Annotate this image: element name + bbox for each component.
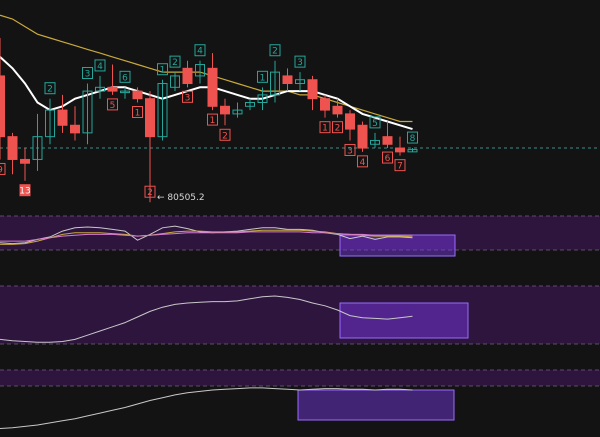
candle-body	[383, 137, 392, 145]
count-label: 5	[372, 119, 378, 129]
oscillator-1-highlight	[340, 235, 455, 256]
candle-body	[21, 159, 30, 163]
candle-body	[321, 99, 330, 110]
min-price-label: ← 80505.2	[157, 193, 205, 203]
candle-body	[346, 114, 355, 129]
oscillator-2-highlight	[340, 303, 468, 338]
candle-body	[221, 106, 230, 114]
oscillator-bands	[0, 216, 600, 386]
count-label: 3	[185, 93, 191, 103]
count-label: 8	[410, 134, 416, 144]
count-label: 1	[260, 73, 266, 83]
count-label: 1	[210, 116, 216, 126]
count-label: 4	[197, 47, 203, 57]
candle-body	[108, 87, 117, 91]
count-label: 3	[85, 70, 91, 80]
count-label: 1	[160, 66, 166, 76]
count-label: 13	[19, 187, 30, 197]
count-label: 1	[135, 109, 141, 119]
count-label: 4	[97, 62, 103, 72]
count-label: 9	[0, 165, 3, 175]
count-label: 5	[110, 101, 116, 111]
count-label: 2	[47, 85, 53, 95]
count-label: 7	[397, 162, 403, 172]
candle-body	[8, 137, 17, 160]
candle-body	[396, 148, 405, 152]
price-labels: ← 80505.2	[150, 182, 205, 203]
candle-body	[71, 125, 80, 133]
count-label: 3	[297, 58, 303, 68]
candle-body	[208, 68, 217, 106]
count-label: 2	[272, 47, 278, 57]
candle-body	[58, 110, 67, 125]
count-label: 4	[360, 158, 366, 168]
candle-body	[0, 76, 5, 137]
candle-body	[333, 106, 342, 114]
oscillator-3-band	[0, 370, 600, 386]
count-label: 6	[385, 154, 391, 164]
candle-body	[283, 76, 292, 84]
count-label: 3	[347, 146, 353, 156]
count-label: 2	[172, 58, 178, 68]
count-label: 1	[322, 124, 328, 134]
count-label: 2	[335, 124, 341, 134]
reference-lines	[0, 148, 600, 386]
oscillator-2-band	[0, 286, 600, 344]
count-label: 2	[222, 131, 228, 141]
count-label: 6	[122, 73, 128, 83]
candle-body	[358, 125, 367, 148]
candle-body	[133, 91, 142, 99]
candle-body	[308, 80, 317, 99]
candle-body	[146, 99, 155, 137]
oscillator-3-highlight	[298, 390, 454, 420]
candle-body	[183, 68, 192, 83]
